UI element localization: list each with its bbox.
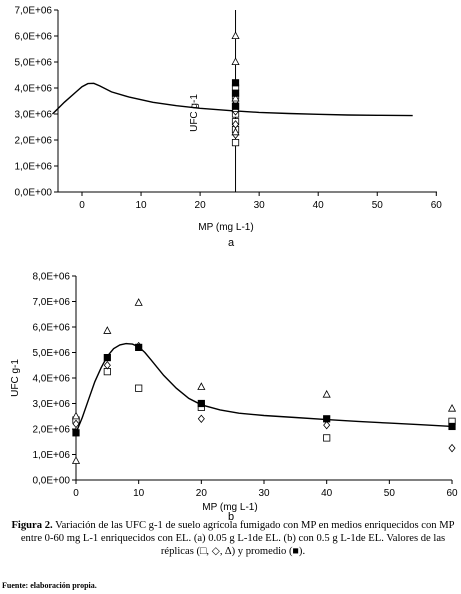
chart-b-point-diamond: [197, 414, 205, 424]
chart-a-point-triangle: [231, 57, 240, 65]
chart-b-point-triangle: [447, 403, 457, 412]
chart-b-x-tick-label: 20: [196, 488, 208, 499]
chart-b-point-triangle: [134, 298, 143, 306]
caption-label: Figura 2.: [11, 520, 53, 531]
chart-b-x-axis-label: MP (mg L-1): [202, 502, 257, 513]
chart-b-x-tick-label: 0: [73, 488, 79, 499]
chart-a-y-tick-label: 6,0E+06: [14, 32, 52, 43]
chart-b-y-tick-label: 7,0E+06: [32, 297, 70, 308]
chart-b-y-tick-label: 3,0E+06: [32, 399, 70, 410]
chart-b-point-filled-square: [448, 422, 456, 431]
chart-b: 0,0E+00 1,0E+06 2,0E+06 3,0E+06 4,0E+06 5,0E+…: [10, 272, 458, 524]
figure-caption: Figura 2. Variación de las UFC g-1 de su…: [8, 519, 458, 558]
chart-a-point-triangle: [231, 127, 240, 136]
chart-b-x-tick-label: 40: [321, 488, 333, 499]
chart-b-y-tick-label: 1,0E+06: [32, 450, 70, 461]
chart-b-panel-label: b: [228, 511, 234, 523]
chart-b-point-filled-square: [72, 429, 80, 437]
chart-a-point-filled-square: [231, 79, 240, 87]
chart-a-y-tick-label: 1,0E+06: [14, 162, 52, 173]
chart-a-x-tick-label: 30: [254, 200, 266, 211]
chart-b-x-tick-label: 60: [446, 488, 458, 499]
chart-b-point-diamond: [103, 361, 111, 370]
chart-b-point-square: [135, 384, 143, 392]
chart-a-point-filled-square: [231, 89, 240, 97]
chart-a-x-tick-label: 0: [79, 200, 85, 211]
chart-b-point-diamond: [72, 419, 80, 429]
chart-b-point-triangle: [322, 389, 331, 398]
chart-b-point-square: [323, 434, 331, 442]
chart-a-y-tick-label: 7,0E+06: [14, 6, 52, 17]
chart-a-x-tick-label: 60: [431, 200, 443, 211]
chart-a-y-tick-label: 0,0E+00: [14, 188, 52, 199]
chart-a-y-tick-label: 4,0E+06: [14, 84, 52, 95]
chart-b-point-triangle: [197, 382, 206, 390]
chart-a-x-axis-label: MP (mg L-1): [198, 222, 253, 233]
chart-b-point-filled-square: [197, 399, 205, 408]
chart-a-point-square: [231, 138, 240, 147]
chart-b-x-tick-label: 10: [133, 488, 145, 499]
chart-b-point-diamond: [323, 420, 331, 430]
chart-b-x-tick-label: 30: [258, 488, 270, 499]
chart-a-point-triangle: [231, 31, 240, 39]
chart-a-x-tick-label: 40: [313, 200, 325, 211]
figure-source: Fuente: elaboración propia.: [2, 581, 97, 590]
chart-a: 0,0E+00 1,0E+06 2,0E+06 3,0E+06 4,0E+06 5,0E+…: [14, 6, 442, 250]
chart-b-y-tick-label: 5,0E+06: [32, 348, 70, 359]
chart-b-point-filled-square: [103, 353, 111, 362]
chart-b-point-filled-square: [135, 343, 143, 352]
chart-b-x-tick-label: 50: [384, 488, 396, 499]
chart-a-point-triangle: [231, 93, 240, 102]
chart-a-y-tick-label: 5,0E+06: [14, 58, 52, 69]
chart-b-y-tick-label: 8,0E+06: [32, 272, 70, 283]
chart-a-y-tick-label: 3,0E+06: [14, 110, 52, 121]
chart-a-x-tick-label: 50: [372, 200, 384, 211]
chart-a-x-tick-label: 20: [195, 200, 207, 211]
chart-b-point-triangle: [71, 411, 81, 420]
chart-b-y-tick-label: 2,0E+06: [32, 425, 70, 436]
chart-b-point-diamond: [448, 443, 456, 453]
chart-a-y-tick-label: 2,0E+06: [14, 136, 52, 147]
caption-text: Variación de las UFC g-1 de suelo agríco…: [20, 520, 455, 557]
chart-b-y-tick-label: 0,0E+00: [32, 476, 70, 487]
chart-a-fit-curve: [52, 82, 413, 117]
chart-a-y-axis-label: UFC g-1: [189, 94, 200, 132]
chart-a-x-tick-label: 10: [135, 200, 147, 211]
chart-b-y-tick-label: 6,0E+06: [32, 323, 70, 334]
chart-b-point-triangle: [103, 326, 112, 334]
chart-a-panel-label: a: [228, 237, 235, 249]
chart-b-point-triangle: [71, 456, 81, 464]
chart-b-fit-curve: [75, 342, 453, 434]
chart-b-point-filled-square: [323, 415, 331, 423]
chart-a-point-filled-square: [231, 102, 240, 110]
chart-b-y-axis-label: UFC g-1: [10, 359, 21, 397]
chart-b-y-tick-label: 4,0E+06: [32, 374, 70, 385]
